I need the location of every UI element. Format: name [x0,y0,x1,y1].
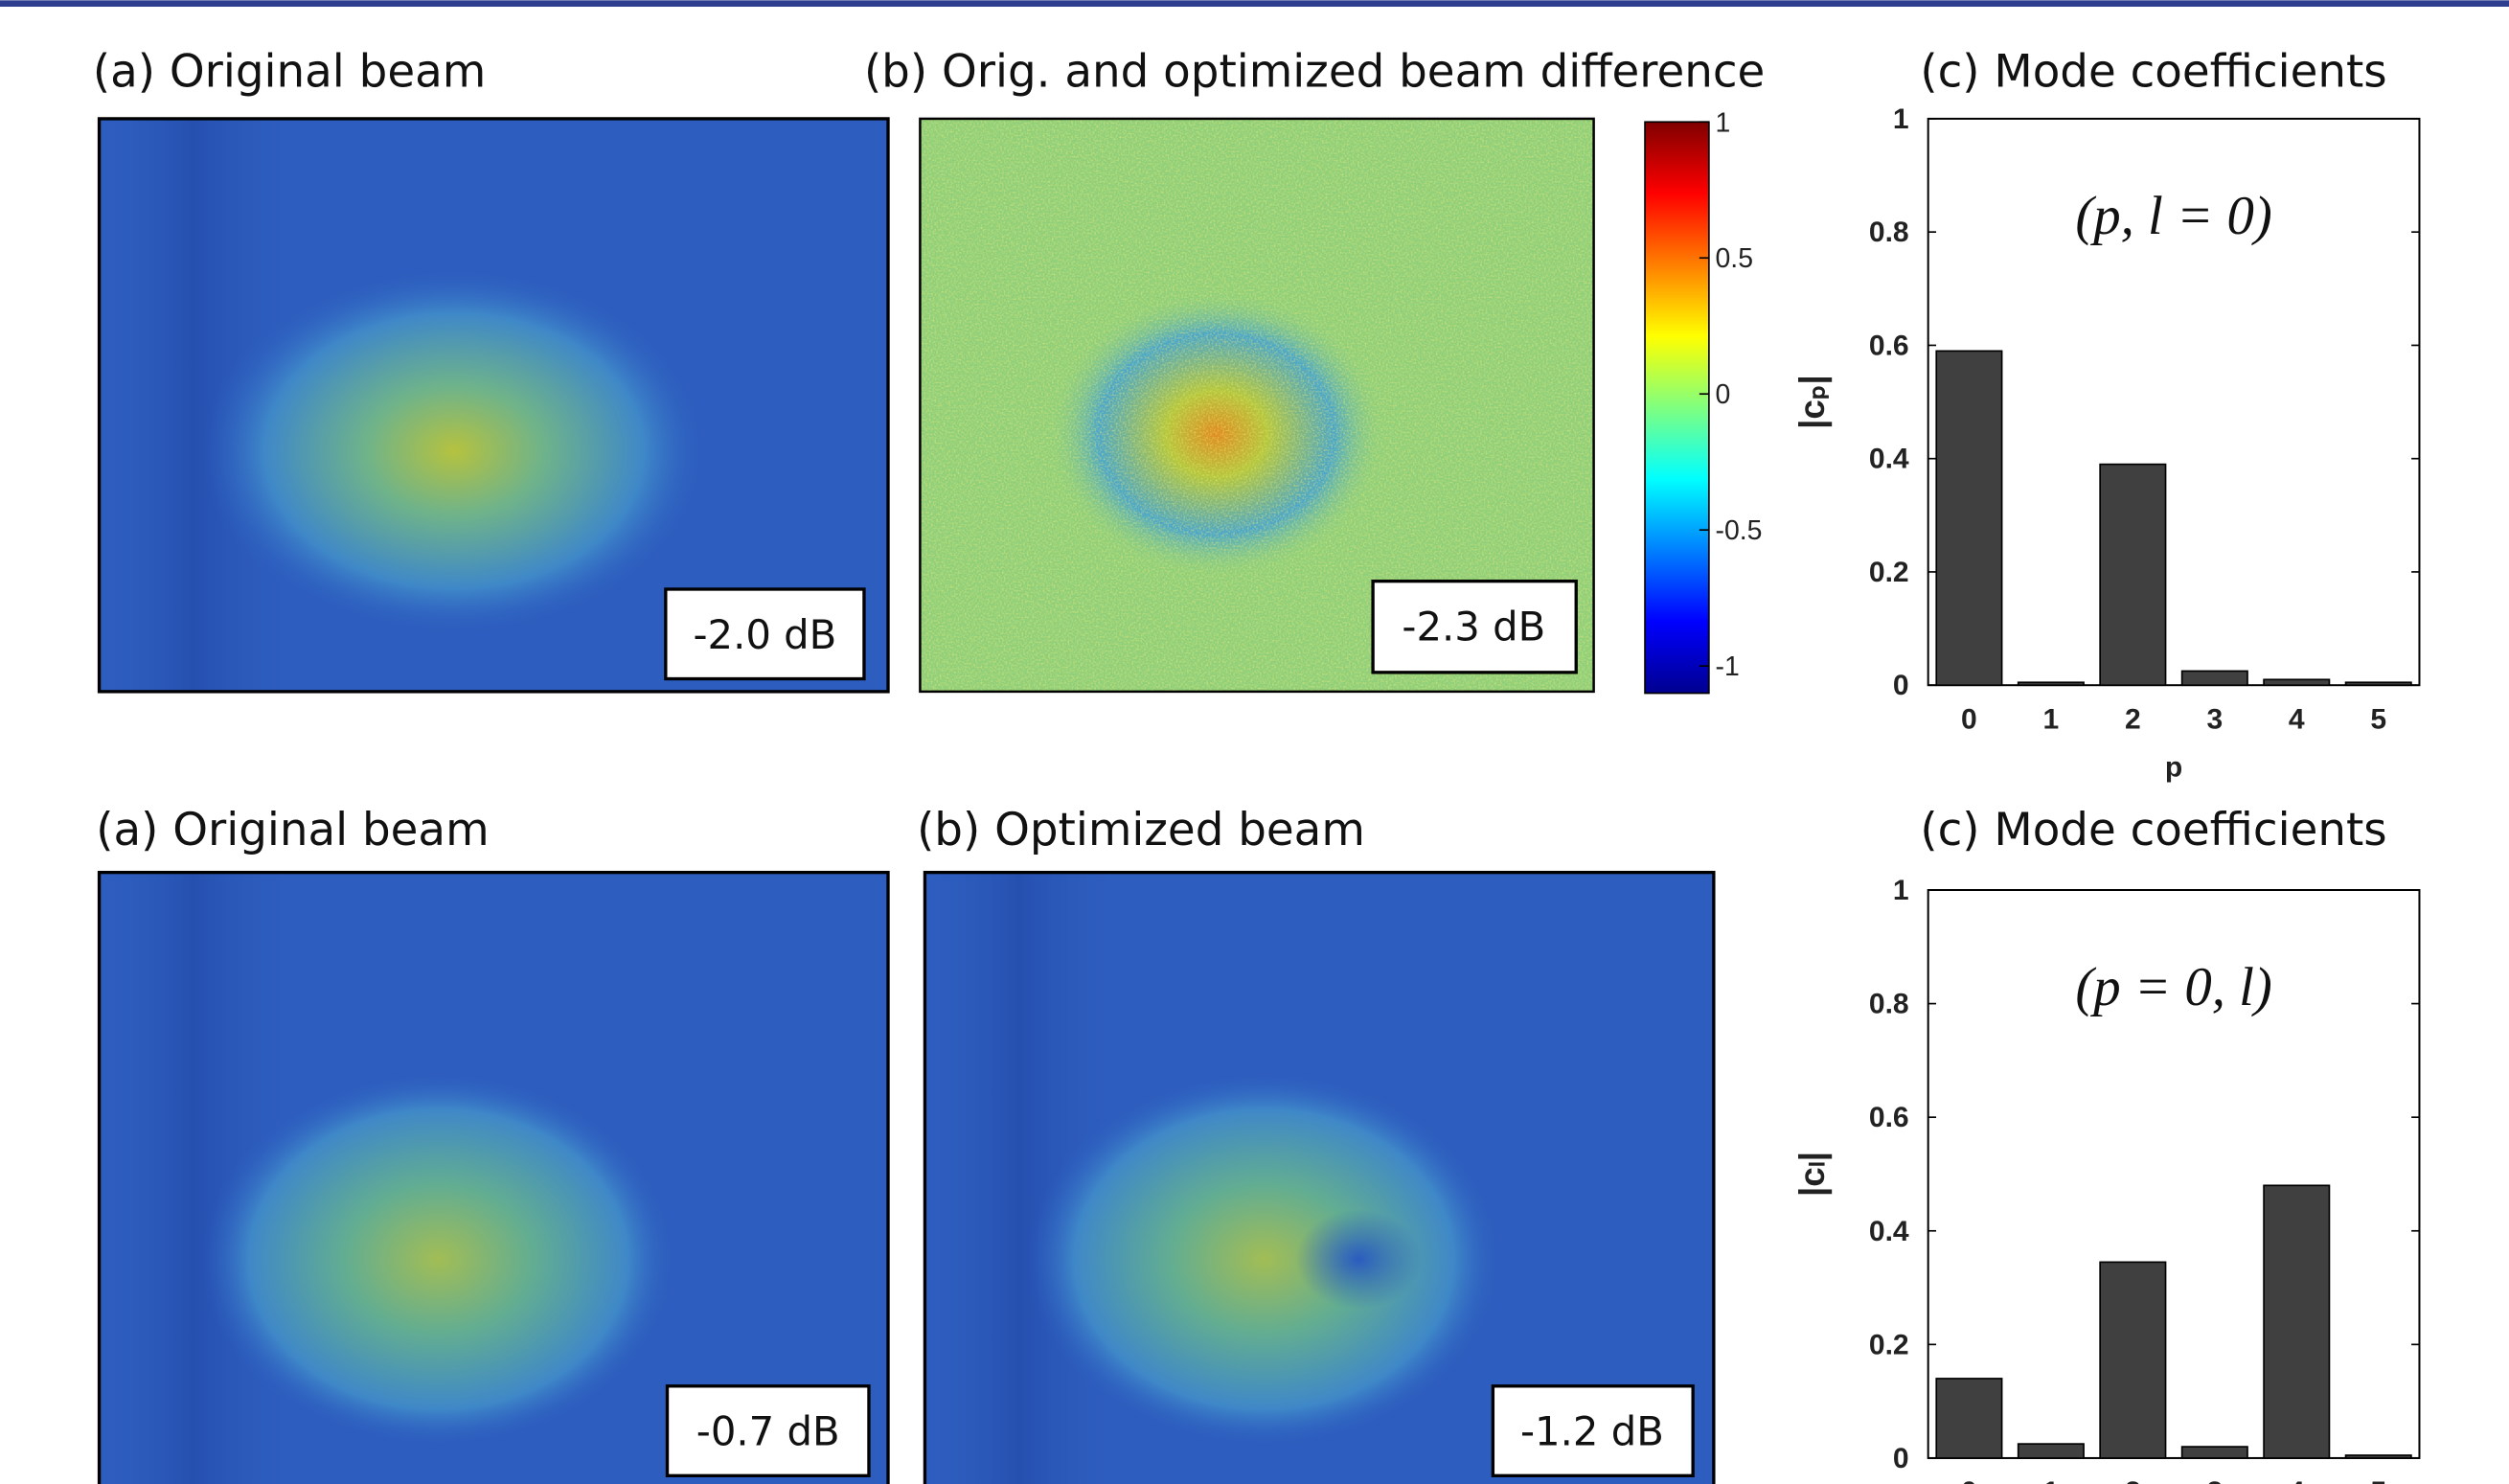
panel-title: (b) Orig. and optimized beam difference [864,47,1765,99]
label-box [665,1384,871,1477]
y-tick-label: 0.8 [1869,217,1909,248]
beam-image [97,117,890,694]
x-tick-label: 0 [1961,1476,1977,1484]
bar [2263,678,2331,687]
y-tick-label: 1 [1893,103,1909,135]
bar [2180,1446,2248,1459]
y-tick-label: 0.4 [1869,1216,1909,1247]
x-tick-label: 1 [2043,703,2060,735]
beam-image [923,870,1716,1484]
chart-title: (c) Mode coefficients [1920,47,2386,99]
y-axis-label: |cₗ| [1792,1152,1833,1197]
y-tick-label: 1 [1893,875,1909,906]
y-tick-label: 0.2 [1869,557,1909,588]
colorbar-tick-label: 0 [1716,379,1731,410]
bar [2344,681,2412,687]
label-box [1371,579,1578,674]
x-tick-label: 4 [2289,703,2305,735]
y-tick-label: 0 [1893,670,1909,701]
x-tick-label: 4 [2289,1476,2305,1484]
chart-title: (c) Mode coefficients [1920,805,2386,856]
db-label: -2.0 dB [693,611,836,658]
panel-title: (b) Optimized beam [917,805,1365,856]
bar [1935,350,2003,687]
y-axis-label: |cₚ| [1792,375,1833,429]
x-tick-label: 0 [1961,703,1977,735]
x-tick-label: 3 [2206,703,2223,735]
y-tick-label: 0.2 [1869,1329,1909,1360]
y-tick-label: 0.6 [1869,1102,1909,1133]
x-tick-label: 3 [2206,1476,2223,1484]
panel-title: (a) Original beam [93,47,486,99]
x-tick-label: 2 [2125,703,2141,735]
colorbar-tick-label: -1 [1716,651,1740,682]
panel-title: (a) Original beam [96,805,489,856]
label-box [1491,1384,1695,1477]
bar [2017,1443,2085,1459]
annotation: (p = 0, l) [2075,957,2271,1017]
top-bar [0,0,2509,8]
bar [2263,1184,2331,1459]
plot-area [1927,888,2421,1459]
colorbar-tick-label: 1 [1716,107,1731,138]
bar [1935,1378,2003,1459]
x-tick-label: 2 [2125,1476,2141,1484]
db-label: -0.7 dB [696,1408,840,1455]
colorbar-tick-label: 0.5 [1716,243,1753,274]
y-tick-label: 0.4 [1869,444,1909,475]
y-tick-label: 0.8 [1869,989,1909,1020]
label-box [664,587,866,681]
db-label: -1.2 dB [1520,1408,1664,1455]
x-tick-label: 5 [2370,703,2386,735]
y-tick-label: 0.6 [1869,330,1909,361]
x-tick-label: 5 [2370,1476,2386,1484]
beam-image [97,870,890,1484]
bar [2099,1261,2167,1459]
colorbar-tick-label: -0.5 [1716,515,1763,546]
colorbar [1644,121,1710,695]
bar [2099,463,2167,687]
db-label: -2.3 dB [1402,603,1545,650]
plot-area [1927,117,2421,687]
y-tick-label: 0 [1893,1443,1909,1474]
annotation: (p, l = 0) [2075,186,2271,246]
bar [2180,670,2248,687]
x-axis-label: p [2165,751,2182,783]
bar [2017,681,2085,687]
x-tick-label: 1 [2043,1476,2060,1484]
bar [2344,1454,2412,1459]
